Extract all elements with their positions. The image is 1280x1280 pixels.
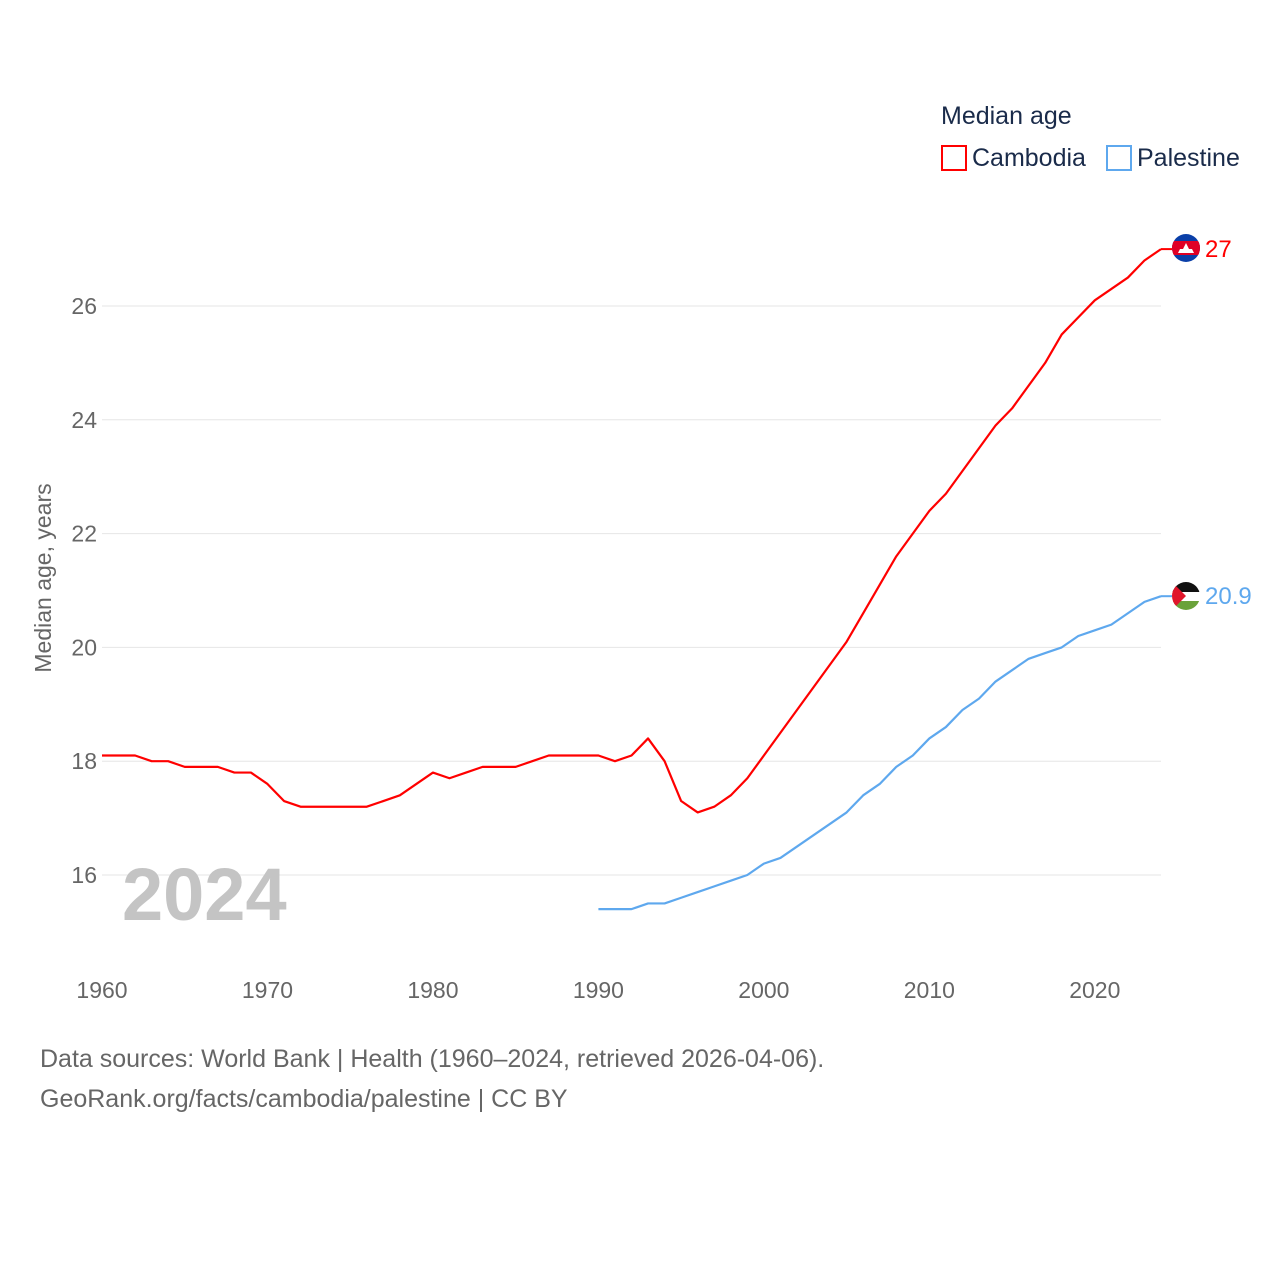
y-tick-label: 16 [71,862,97,888]
y-tick-label: 26 [71,293,97,319]
legend: Median age Cambodia Palestine [941,102,1240,172]
legend-item-cambodia[interactable]: Cambodia [941,144,1086,172]
y-tick-label: 22 [71,521,97,547]
legend-item-palestine[interactable]: Palestine [1106,144,1240,172]
legend-label: Palestine [1137,144,1240,172]
x-tick-label: 2010 [904,977,955,1003]
series-line-palestine [598,595,1162,911]
x-tick-label: 2020 [1069,977,1120,1003]
y-axis-label: Median age, years [30,483,56,672]
palestine-flag-icon [1172,582,1200,610]
end-value-label: 20.9 [1205,583,1252,610]
series-line-cambodia [102,248,1162,814]
x-tick-label: 1970 [242,977,293,1003]
y-tick-label: 24 [71,407,97,433]
legend-title: Median age [941,102,1072,130]
x-tick-label: 1980 [407,977,458,1003]
y-tick-label: 18 [71,748,97,774]
cambodia-flag-icon [1172,234,1200,262]
x-tick-label: 1990 [573,977,624,1003]
legend-label: Cambodia [972,144,1086,172]
data-source-note: Data sources: World Bank | Health (1960–… [40,1045,825,1073]
end-value-label: 27 [1205,236,1232,263]
y-tick-label: 20 [71,634,97,660]
x-tick-label: 1960 [76,977,127,1003]
attribution-link[interactable]: GeoRank.org/facts/cambodia/palestine | C… [40,1085,568,1113]
x-tick-label: 2000 [738,977,789,1003]
year-watermark: 2024 [122,853,287,936]
